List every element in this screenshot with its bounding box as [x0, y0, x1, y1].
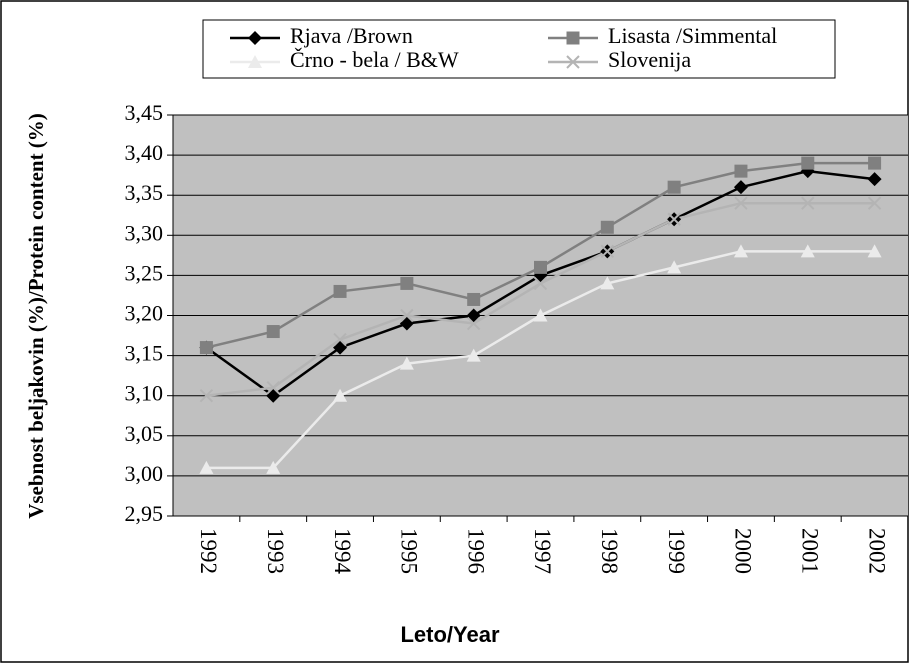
- marker: [800, 244, 815, 258]
- legend-label: Rjava /Brown: [290, 23, 413, 48]
- legend-label: Črno - bela / B&W: [290, 47, 459, 72]
- marker: [466, 348, 481, 362]
- marker: [333, 284, 347, 298]
- marker: [399, 356, 414, 370]
- y-tick-label: 3,10: [125, 381, 164, 406]
- x-tick-label: 1995: [397, 528, 422, 574]
- marker: [734, 196, 748, 210]
- x-tick-label: 1993: [263, 528, 288, 574]
- x-tick-label: 1992: [196, 528, 221, 574]
- marker: [333, 332, 347, 347]
- marker: [467, 292, 481, 306]
- marker: [667, 212, 681, 226]
- marker: [199, 341, 213, 355]
- marker: [600, 244, 615, 259]
- legend-box: [202, 19, 836, 79]
- marker: [248, 55, 262, 68]
- marker: [600, 276, 615, 290]
- y-tick-label: 2,95: [125, 501, 164, 526]
- marker: [733, 180, 748, 195]
- x-tick-label: 2000: [731, 528, 756, 574]
- x-tick-label: 1996: [463, 528, 488, 574]
- y-tick-label: 3,40: [125, 140, 164, 165]
- y-tick-label: 3,30: [125, 220, 164, 245]
- marker: [566, 55, 580, 69]
- y-tick-label: 3,05: [125, 421, 164, 446]
- marker: [534, 260, 547, 274]
- x-tick-label: 1994: [330, 528, 355, 575]
- marker: [266, 325, 280, 339]
- legend-label: Slovenija: [608, 47, 691, 72]
- marker: [333, 388, 348, 402]
- marker: [533, 308, 548, 322]
- marker: [734, 164, 748, 178]
- marker: [600, 220, 614, 234]
- x-tick-label: 1998: [597, 528, 622, 574]
- y-tick-label: 3,20: [125, 301, 164, 326]
- marker: [533, 276, 548, 291]
- marker: [248, 31, 262, 45]
- marker: [868, 156, 882, 170]
- y-tick-label: 3,25: [125, 260, 164, 285]
- y-tick-label: 3,00: [125, 461, 164, 486]
- marker: [400, 276, 414, 290]
- marker: [867, 172, 882, 187]
- y-tick-label: 3,45: [125, 100, 164, 125]
- marker: [867, 244, 882, 258]
- x-tick-label: 1999: [664, 528, 689, 574]
- marker: [266, 380, 280, 395]
- y-tick-label: 3,35: [125, 180, 164, 205]
- marker: [801, 196, 815, 210]
- marker: [566, 31, 580, 45]
- x-tick-label: 2002: [864, 528, 889, 574]
- legend-label: Lisasta /Simmental: [608, 23, 777, 48]
- y-tick-label: 3,15: [125, 341, 164, 366]
- x-axis-title: Leto/Year: [400, 622, 499, 647]
- marker: [266, 460, 281, 474]
- x-tick-label: 2001: [797, 528, 822, 574]
- y-axis-title: Vsebnost beljakovin (%)/Protein content …: [24, 113, 48, 519]
- x-tick-label: 1997: [530, 528, 555, 574]
- marker: [801, 156, 815, 170]
- marker: [667, 260, 682, 274]
- marker: [400, 308, 414, 323]
- marker: [667, 180, 681, 194]
- marker: [199, 388, 214, 403]
- marker: [466, 316, 481, 331]
- marker: [733, 244, 748, 258]
- marker: [199, 460, 214, 474]
- marker: [867, 196, 882, 210]
